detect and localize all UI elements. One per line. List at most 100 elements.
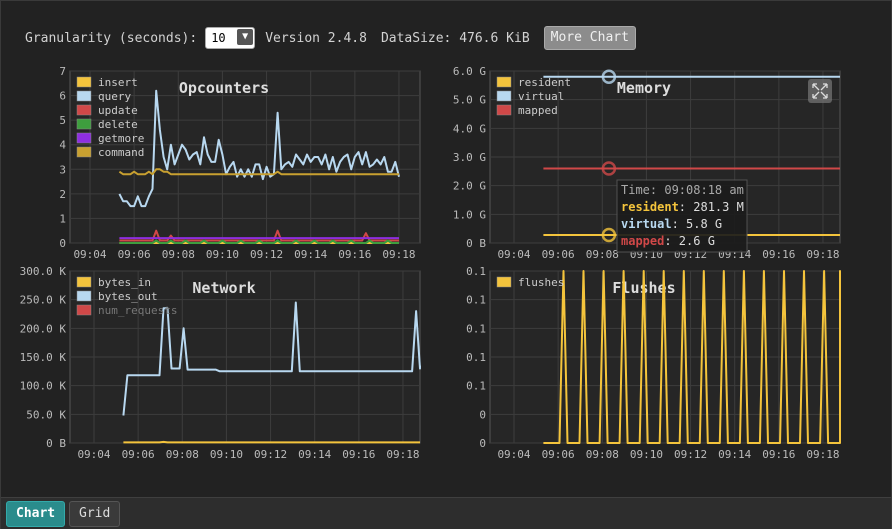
y-tick-label: 0.1 [466, 322, 486, 335]
x-tick-label: 09:06 [542, 248, 575, 261]
series-line-command [118, 168, 399, 176]
x-tick-label: 09:08 [162, 248, 195, 261]
legend-label-num_requests: num_requests [98, 304, 177, 317]
x-tick-label: 09:18 [382, 248, 415, 261]
granularity-value: 10 [211, 31, 226, 45]
x-tick-label: 09:04 [73, 248, 106, 261]
chevron-down-icon: ▼ [237, 29, 254, 45]
legend-swatch-insert [76, 76, 92, 88]
chart-panel-opcounters: 09:04 09:06 09:08 09:10 09:12 09:14 09:16 09:18… [59, 65, 421, 261]
series-line-query [118, 89, 400, 208]
y-tick-label: 1 [59, 212, 66, 225]
tooltip-row-resident: resident: 281.3 M [621, 200, 744, 214]
legend-label-query: query [98, 90, 131, 103]
y-tick-label: 150.0 K [20, 351, 67, 364]
y-tick-label: 0.1 [466, 351, 486, 364]
x-tick-label: 09:16 [338, 248, 371, 261]
legend-label-mapped: mapped [518, 104, 558, 117]
y-tick-label: 100.0 K [20, 380, 67, 393]
y-tick-label: 3.0 G [453, 151, 486, 164]
x-tick-label: 09:04 [497, 248, 530, 261]
y-tick-label: 0.1 [466, 294, 486, 307]
x-tick-label: 09:10 [210, 448, 243, 461]
x-tick-label: 09:08 [166, 448, 199, 461]
hover-marker [601, 161, 617, 176]
legend-label-command: command [98, 146, 144, 159]
y-tick-label: 0 B [466, 237, 486, 250]
tab-chart[interactable]: Chart [6, 501, 66, 527]
x-tick-label: 09:06 [122, 448, 155, 461]
x-tick-label: 09:06 [542, 448, 575, 461]
tooltip-row-virtual: virtual: 5.8 G [621, 217, 722, 231]
x-tick-label: 09:04 [497, 448, 530, 461]
x-tick-label: 09:08 [586, 248, 619, 261]
legend-swatch-bytes_in [76, 276, 92, 288]
y-tick-label: 4.0 G [453, 122, 486, 135]
legend-swatch-mapped [496, 104, 512, 116]
legend-swatch-update [76, 104, 92, 116]
x-tick-label: 09:14 [294, 248, 327, 261]
y-tick-label: 2 [59, 188, 66, 201]
x-tick-label: 09:12 [674, 448, 707, 461]
legend-label-bytes_in: bytes_in [98, 276, 151, 289]
toolbar: Granularity (seconds): 10 ▼ Version 2.4.… [25, 25, 636, 51]
bottom-tab-bar: Chart Grid [1, 497, 891, 529]
chart-title: Network [192, 279, 255, 297]
version-text: Version 2.4.8 [265, 30, 367, 46]
legend-swatch-getmore [76, 132, 92, 144]
chart-panel-flushes: 09:04 09:06 09:08 09:10 09:12 09:14 09:16 09:18… [466, 265, 841, 461]
y-tick-label: 7 [59, 65, 66, 78]
y-tick-label: 3 [59, 163, 66, 176]
x-tick-label: 09:10 [206, 248, 239, 261]
tooltip-row-mapped: mapped: 2.6 G [621, 234, 715, 248]
more-chart-button[interactable]: More Chart [543, 26, 636, 50]
legend-label-resident: resident [518, 76, 571, 89]
charts-area: 09:04 09:06 09:08 09:10 09:12 09:14 09:16 09:18… [20, 65, 841, 461]
granularity-select[interactable]: 10 ▼ [205, 27, 256, 49]
expand-button-bg[interactable] [808, 79, 832, 103]
tab-grid[interactable]: Grid [69, 501, 121, 527]
x-tick-label: 09:18 [806, 248, 839, 261]
y-tick-label: 250.0 K [20, 294, 67, 307]
legend-swatch-query [76, 90, 92, 102]
series-line-flushes [543, 270, 841, 444]
legend-label-bytes_out: bytes_out [98, 290, 158, 303]
legend-label-update: update [98, 104, 138, 117]
x-tick-label: 09:14 [718, 448, 751, 461]
y-tick-label: 1.0 G [453, 208, 486, 221]
datasize-text: DataSize: 476.6 KiB [380, 30, 530, 46]
y-tick-label: 300.0 K [20, 265, 67, 278]
y-tick-label: 5.0 G [453, 94, 486, 107]
series-line-delete [119, 239, 399, 244]
legend-label-delete: delete [98, 118, 138, 131]
y-tick-label: 200.0 K [20, 322, 67, 335]
x-tick-label: 09:18 [386, 448, 419, 461]
y-tick-label: 0.1 [466, 265, 486, 278]
tooltip-box [616, 179, 748, 253]
tooltip-time: Time: 09:08:18 am [621, 183, 744, 197]
legend-label-getmore: getmore [98, 132, 144, 145]
chart-title: Opcounters [179, 79, 269, 97]
x-tick-label: 09:18 [806, 448, 839, 461]
granularity-label: Granularity (seconds): [25, 30, 198, 46]
x-tick-label: 09:04 [77, 448, 110, 461]
hover-marker [601, 227, 617, 243]
legend-swatch-bytes_out [76, 290, 92, 302]
legend-swatch-virtual [496, 90, 512, 102]
legend-label-insert: insert [98, 76, 138, 89]
y-tick-label: 6.0 G [453, 65, 486, 78]
x-tick-label: 09:12 [254, 448, 287, 461]
x-tick-label: 09:14 [298, 448, 331, 461]
expand-icon[interactable] [808, 79, 832, 103]
chart-panel-network: 09:04 09:06 09:08 09:10 09:12 09:14 09:16 09:18… [20, 265, 421, 461]
x-tick-label: 09:16 [762, 248, 795, 261]
y-tick-label: 0.1 [466, 380, 486, 393]
x-tick-label: 09:10 [630, 448, 663, 461]
y-tick-label: 50.0 K [26, 408, 66, 421]
legend-label-flushes: flushes [518, 276, 564, 289]
y-tick-label: 6 [59, 90, 66, 103]
x-tick-label: 09:12 [250, 248, 283, 261]
legend-swatch-command [76, 146, 92, 158]
chart-title: Memory [617, 79, 671, 97]
tooltip: Time: 09:08:18 am resident: 281.3 M virtua… [616, 179, 748, 253]
